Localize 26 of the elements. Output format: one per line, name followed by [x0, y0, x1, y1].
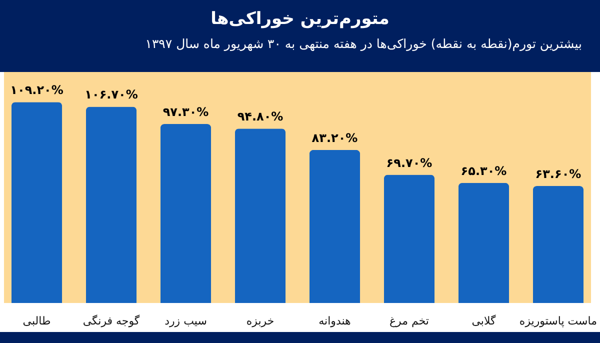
- data-label: ۶۹.۷۰%: [386, 156, 432, 170]
- bar: [160, 124, 212, 303]
- chart-title: متورم‌ترین خوراکی‌ها: [210, 8, 390, 31]
- data-label: ۸۳.۲۰%: [312, 130, 358, 145]
- bar: [384, 174, 435, 303]
- bar: [309, 150, 360, 303]
- x-tick-label: خربزه: [246, 314, 274, 328]
- x-tick-label: گلابی: [472, 314, 497, 328]
- x-tick-label: ماست پاستوریزه: [519, 314, 598, 328]
- x-tick-label: طالبی: [22, 314, 51, 328]
- bar: [11, 102, 62, 303]
- x-tick-label: سیب زرد: [164, 314, 207, 328]
- x-tick-label: تخم مرغ: [389, 314, 429, 328]
- bar: [234, 128, 286, 303]
- data-label: ۱۰۶.۷۰%: [84, 88, 138, 102]
- x-tick-label: گوجه فرنگی: [82, 314, 140, 328]
- bar: [532, 186, 584, 303]
- data-label: ۶۳.۶۰%: [535, 167, 582, 182]
- data-label: ۹۷.۳۰%: [162, 105, 209, 120]
- bar: [458, 182, 510, 303]
- data-label: ۱۰۹.۲۰%: [10, 83, 64, 98]
- data-label: ۹۴.۸۰%: [237, 110, 284, 124]
- data-label: ۶۵.۳۰%: [460, 164, 507, 178]
- chart-subtitle: بیشترین تورم(نقطه به نقطه) خوراکی‌ها در هفته منتهی به ۳۰ شهریور ماه سال ۱۳۹۷: [144, 35, 583, 53]
- x-tick-label: هندوانه: [318, 314, 352, 328]
- bar: [86, 106, 137, 303]
